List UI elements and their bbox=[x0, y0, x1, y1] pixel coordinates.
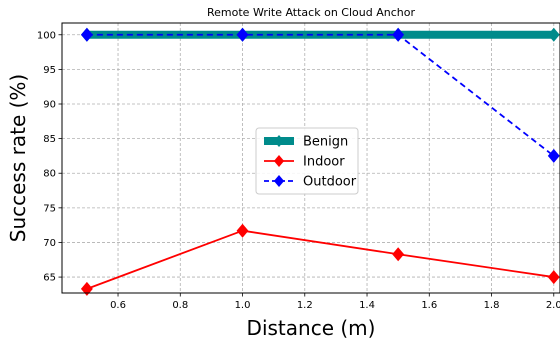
series-indoor bbox=[80, 223, 560, 296]
series-line-indoor bbox=[86, 229, 554, 290]
data-point-indoor bbox=[236, 223, 249, 238]
x-tick-label: 0.8 bbox=[172, 300, 188, 311]
x-tick-label: 0.6 bbox=[110, 300, 126, 311]
data-point-outdoor bbox=[547, 148, 560, 163]
series-line-outdoor bbox=[86, 33, 555, 157]
y-tick-label: 85 bbox=[43, 134, 56, 145]
data-point-outdoor bbox=[80, 27, 93, 42]
legend-marker-indoor bbox=[273, 155, 285, 167]
series-layer bbox=[80, 27, 560, 296]
x-tick-label: 1.6 bbox=[421, 300, 437, 311]
y-tick-label: 75 bbox=[43, 203, 56, 214]
x-tick-label: 1.0 bbox=[235, 300, 251, 311]
data-point-outdoor bbox=[392, 27, 405, 42]
legend: Benign Indoor Outdoor bbox=[255, 127, 359, 195]
data-point-indoor bbox=[547, 270, 560, 285]
legend-label-indoor: Indoor bbox=[303, 155, 345, 170]
y-tick-label: 65 bbox=[43, 273, 56, 284]
x-tick-label: 1.8 bbox=[484, 300, 500, 311]
legend-label-outdoor: Outdoor bbox=[303, 175, 357, 190]
chart-title: Remote Write Attack on Cloud Anchor bbox=[207, 6, 415, 19]
data-point-outdoor bbox=[236, 27, 249, 42]
data-point-indoor bbox=[80, 281, 93, 296]
y-axis-ticks: 65 70 75 80 85 90 95 100 bbox=[37, 30, 62, 284]
legend-marker-outdoor bbox=[273, 175, 285, 187]
legend-marker-benign bbox=[273, 135, 285, 147]
legend-label-benign: Benign bbox=[303, 135, 348, 150]
y-axis-title: Success rate (%) bbox=[6, 74, 30, 242]
x-tick-label: 1.4 bbox=[359, 300, 375, 311]
data-point-indoor bbox=[392, 247, 405, 262]
x-tick-label: 2.0 bbox=[546, 300, 560, 311]
y-tick-label: 100 bbox=[37, 30, 56, 41]
x-tick-label: 1.2 bbox=[297, 300, 313, 311]
y-tick-label: 70 bbox=[43, 238, 56, 249]
y-tick-label: 95 bbox=[43, 65, 56, 76]
x-axis-title: Distance (m) bbox=[247, 316, 376, 340]
data-point-benign bbox=[547, 27, 560, 42]
series-outdoor bbox=[80, 27, 560, 163]
y-tick-label: 80 bbox=[43, 169, 56, 180]
grid bbox=[62, 23, 560, 293]
x-axis-ticks: 0.6 0.8 1.0 1.2 1.4 1.6 1.8 2.0 bbox=[110, 293, 560, 311]
plot-frame bbox=[61, 22, 560, 294]
y-tick-label: 90 bbox=[43, 100, 56, 111]
